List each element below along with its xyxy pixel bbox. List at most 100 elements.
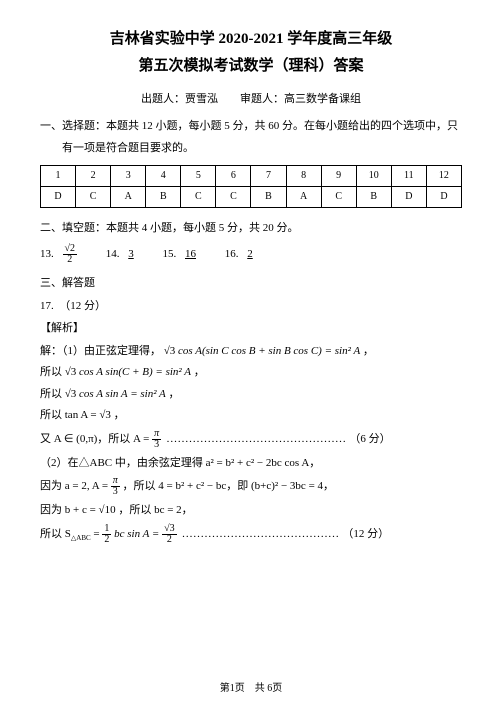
fill-item-15: 15. 16 xyxy=(163,246,203,263)
text: 又 A ∈ (0,π)，所以 A = xyxy=(40,433,152,445)
fill-item-16: 16. 2 xyxy=(225,246,259,263)
analysis-label: 【解析】 xyxy=(40,320,462,337)
answers-table: 1 2 3 4 5 6 7 8 9 10 11 12 D C A B C C B… xyxy=(40,165,462,208)
solution-line: 所以 S△ABC = 1 2 bc sin A = √3 2 .........… xyxy=(40,524,462,545)
table-cell: D xyxy=(426,186,461,207)
page-footer: 第1页 共 6页 xyxy=(0,679,502,694)
table-cell: 2 xyxy=(76,165,111,186)
fill-answer: √2 2 xyxy=(57,248,84,260)
dots: ........................................… xyxy=(182,528,340,540)
section2-heading: 二、填空题：本题共 4 小题，每小题 5 分，共 20 分。 xyxy=(40,220,462,237)
table-cell: B xyxy=(146,186,181,207)
table-cell: C xyxy=(181,186,216,207)
table-cell: 10 xyxy=(356,165,391,186)
table-cell: D xyxy=(41,186,76,207)
fill-num: 16. xyxy=(225,248,239,260)
subscript: △ABC xyxy=(71,534,91,542)
text: 所以 tan A = xyxy=(40,409,99,421)
fill-answer: 3 xyxy=(122,248,140,260)
q17-heading: 17. （12 分） xyxy=(40,298,462,315)
text: ， xyxy=(194,366,205,378)
table-cell: A xyxy=(111,186,146,207)
table-cell: 11 xyxy=(391,165,426,186)
fill-num: 13. xyxy=(40,248,54,260)
reviewer-label: 审题人： xyxy=(240,93,284,105)
fill-blanks-row: 13. √2 2 14. 3 15. 16 16. 2 xyxy=(40,244,462,265)
table-cell: 7 xyxy=(251,165,286,186)
solution-line: 因为 a = 2, A = π 3 ，所以 4 = b² + c² − bc，即… xyxy=(40,476,462,497)
table-cell: D xyxy=(391,186,426,207)
text: 因为 b + c = xyxy=(40,504,99,516)
table-cell: 12 xyxy=(426,165,461,186)
fraction: √2 2 xyxy=(63,244,78,265)
frac-num: √3 xyxy=(162,524,177,535)
fill-answer: 16 xyxy=(179,248,202,260)
frac-den: 2 xyxy=(102,535,111,545)
text: ， xyxy=(363,345,374,357)
fill-item-13: 13. √2 2 xyxy=(40,244,83,265)
frac-den: 3 xyxy=(152,440,161,450)
text: 所以 xyxy=(40,388,65,400)
table-cell: 6 xyxy=(216,165,251,186)
table-row: D C A B C C B A C B D D xyxy=(41,186,462,207)
sqrt10: √10 xyxy=(99,504,116,516)
page: 吉林省实验中学 2020-2021 学年度高三年级 第五次模拟考试数学（理科）答… xyxy=(0,0,502,570)
points: （12 分） xyxy=(342,528,389,540)
solution-line: 又 A ∈ (0,π)，所以 A = π 3 .................… xyxy=(40,429,462,450)
fraction: π 3 xyxy=(111,476,120,497)
table-cell: 8 xyxy=(286,165,321,186)
frac-den: 3 xyxy=(111,487,120,497)
section3-heading: 三、解答题 xyxy=(40,275,462,292)
table-cell: 3 xyxy=(111,165,146,186)
solution-line: 解：（1）由正弦定理得， √3 cos A(sin C cos B + sin … xyxy=(40,343,462,360)
solution-line: 所以 √3 cos A sin(C + B) = sin² A ， xyxy=(40,364,462,381)
frac-den: 2 xyxy=(162,535,177,545)
table-cell: B xyxy=(251,186,286,207)
text: ， xyxy=(169,388,180,400)
page-total: 共 6页 xyxy=(255,683,283,694)
table-row: 1 2 3 4 5 6 7 8 9 10 11 12 xyxy=(41,165,462,186)
table-cell: C xyxy=(321,186,356,207)
text: = xyxy=(93,528,102,540)
author-label: 出题人： xyxy=(141,93,185,105)
math-expr: cos A(sin C cos B + sin B cos C) = sin² … xyxy=(178,345,360,357)
fraction: π 3 xyxy=(152,429,161,450)
fraction: 1 2 xyxy=(102,524,111,545)
reviewer-name: 高三数学备课组 xyxy=(284,93,361,105)
title-line1: 吉林省实验中学 2020-2021 学年度高三年级 xyxy=(40,28,462,51)
text: ， xyxy=(114,409,125,421)
points: （6 分） xyxy=(349,433,390,445)
math-expr: cos A sin(C + B) = sin² A xyxy=(79,366,191,378)
text: 所以 xyxy=(40,366,65,378)
page-number: 第1页 xyxy=(220,683,245,694)
text: ，所以 bc = 2， xyxy=(118,504,192,516)
solution-line: 因为 b + c = √10 ，所以 bc = 2， xyxy=(40,502,462,519)
fill-item-14: 14. 3 xyxy=(106,246,140,263)
fraction: √3 2 xyxy=(162,524,177,545)
section1-text1: 一、选择题：本题共 12 小题，每小题 5 分，共 60 分。在每小题给出的四个… xyxy=(40,118,462,135)
title-line2: 第五次模拟考试数学（理科）答案 xyxy=(40,55,462,78)
solution-line: （2）在△ABC 中，由余弦定理得 a² = b² + c² − 2bc cos… xyxy=(40,455,462,472)
sqrt3: √3 xyxy=(65,366,77,378)
fill-answer: 2 xyxy=(241,248,259,260)
table-cell: 5 xyxy=(181,165,216,186)
table-cell: 4 xyxy=(146,165,181,186)
text: （2）在△ABC 中，由余弦定理得 a² = b² + c² − 2bc cos… xyxy=(40,457,320,469)
text: ，所以 4 = b² + c² − bc，即 (b+c)² − 3bc = 4， xyxy=(123,480,334,492)
sqrt3: √3 xyxy=(65,388,77,400)
text: 解：（1）由正弦定理得， xyxy=(40,345,161,357)
solution-line: 所以 tan A = √3 ， xyxy=(40,407,462,424)
dots: ........................................… xyxy=(167,433,347,445)
table-cell: C xyxy=(216,186,251,207)
frac-den: 2 xyxy=(63,255,78,265)
fill-num: 15. xyxy=(163,248,177,260)
math-expr: cos A sin A = sin² A xyxy=(79,388,166,400)
author-name: 贾雪泓 xyxy=(185,93,218,105)
table-cell: B xyxy=(356,186,391,207)
solution-line: 所以 √3 cos A sin A = sin² A ， xyxy=(40,386,462,403)
text: bc sin A = xyxy=(114,528,162,540)
section1-text2: 有一项是符合题目要求的。 xyxy=(40,140,462,157)
frac-num: 1 xyxy=(102,524,111,535)
text: 所以 S xyxy=(40,528,71,540)
table-cell: A xyxy=(286,186,321,207)
